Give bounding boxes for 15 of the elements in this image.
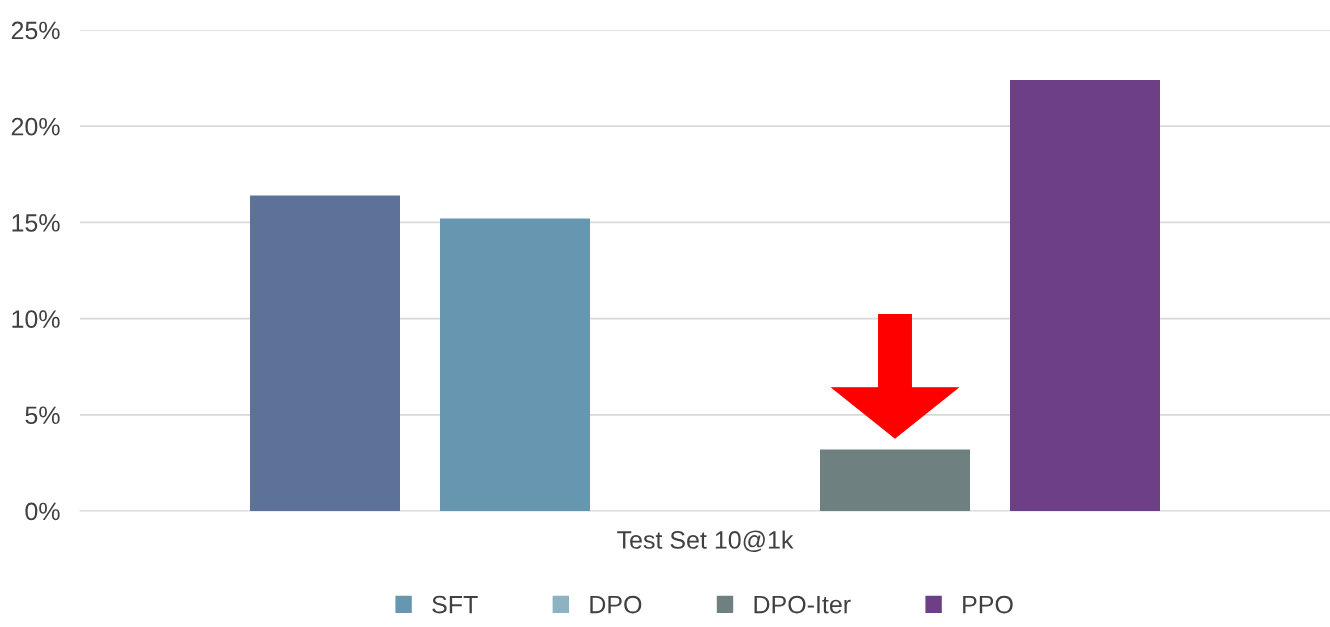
y-tick-label: 25% <box>11 21 60 40</box>
legend-label: DPO <box>590 595 642 614</box>
legend-label: PPO <box>963 595 1013 614</box>
y-tick-label: 20% <box>11 117 60 136</box>
bar <box>250 195 400 511</box>
bar <box>440 218 590 511</box>
bar <box>1010 80 1160 511</box>
y-tick-label: 5% <box>25 406 60 425</box>
legend-label: DPO-Iter <box>754 595 851 614</box>
y-tick-label: 10% <box>12 310 60 328</box>
bar <box>820 449 970 511</box>
y-tick-label: 0% <box>25 502 60 521</box>
x-tick-label: Test Set 10@1k <box>617 530 794 553</box>
legend-label: SFT <box>432 595 478 614</box>
y-tick-label: 15% <box>12 214 60 232</box>
